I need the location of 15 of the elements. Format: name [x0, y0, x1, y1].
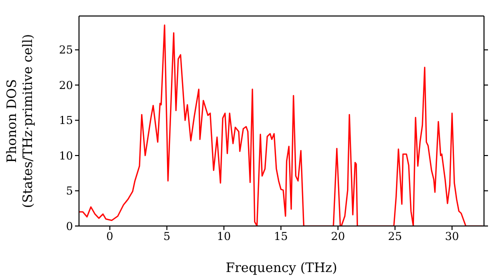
x-tick-label: 0 [106, 230, 114, 243]
x-tick-label: 20 [330, 230, 345, 243]
x-tick-label: 30 [445, 230, 460, 243]
x-tick-label: 15 [274, 230, 288, 243]
y-tick-label: 15 [59, 114, 73, 128]
y-tick-label: 20 [59, 78, 73, 92]
x-tick-label: 5 [163, 230, 170, 243]
x-tick-label: 25 [388, 230, 402, 243]
x-axis-title: Frequency (THz) [226, 261, 338, 276]
y-tick-label: 5 [66, 184, 73, 198]
y-axis-title: Phonon DOS (States/THz·primitive cell) [5, 34, 36, 208]
x-tick-label: 10 [216, 230, 231, 243]
y-tick-label: 10 [59, 149, 73, 162]
y-tick-label: 0 [66, 220, 73, 233]
y-tick-label: 25 [59, 44, 73, 57]
